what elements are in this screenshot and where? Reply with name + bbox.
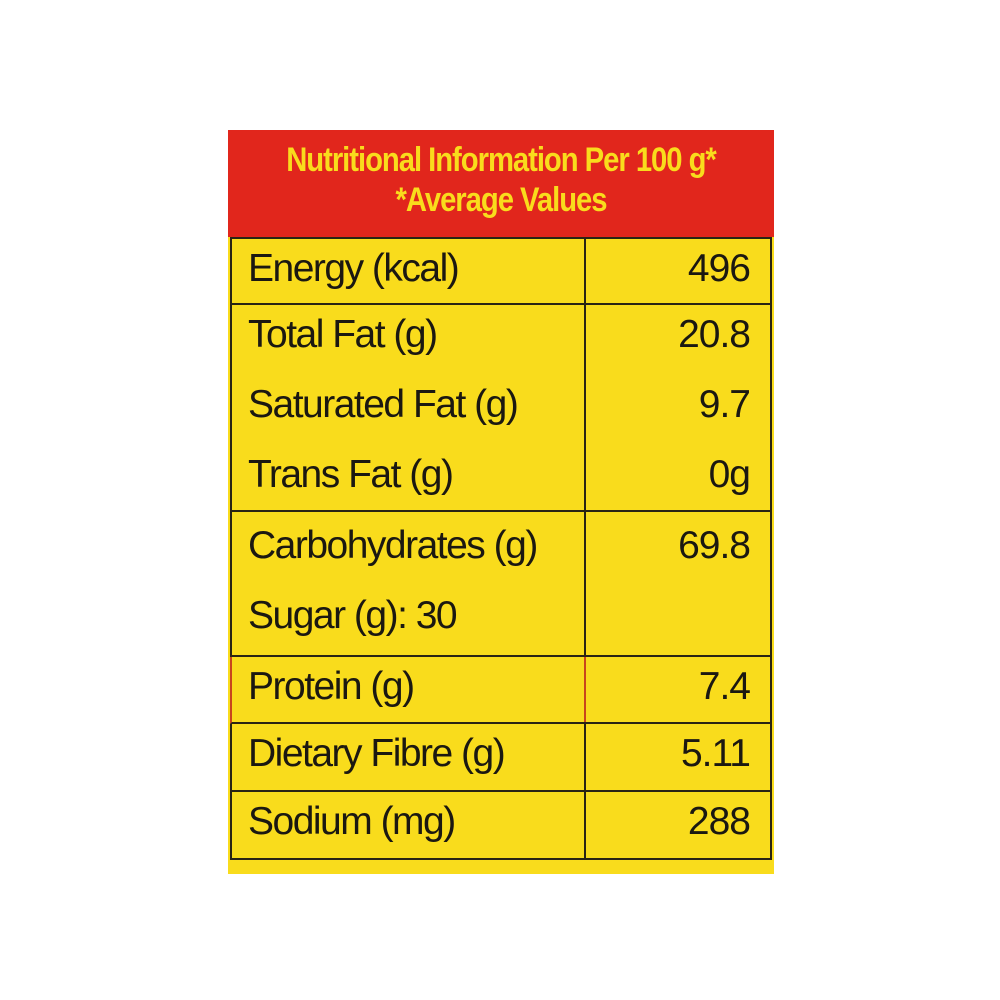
table-row-dietary-fibre: Dietary Fibre (g) 5.11 xyxy=(230,724,772,792)
column-divider xyxy=(584,724,586,790)
table-row-energy: Energy (kcal) 496 xyxy=(230,237,772,305)
nutrient-label: Saturated Fat (g) xyxy=(248,383,519,426)
header-text: Nutritional Information Per 100 g* *Aver… xyxy=(266,130,736,237)
column-divider xyxy=(584,305,586,510)
header-title: Nutritional Information Per 100 g* xyxy=(286,141,717,179)
nutrient-label: Carbohydrates (g) xyxy=(248,524,538,567)
nutrient-label: Trans Fat (g) xyxy=(248,453,454,496)
nutrient-label: Sodium (mg) xyxy=(248,800,456,843)
column-divider xyxy=(584,239,586,303)
table-row-fats: Total Fat (g) 20.8 Saturated Fat (g) 9.7… xyxy=(230,305,772,512)
table-row-sodium: Sodium (mg) 288 xyxy=(230,792,772,860)
nutrient-value: 20.8 xyxy=(678,313,751,356)
nutrient-label: Protein (g) xyxy=(248,665,415,708)
nutrient-label: Energy (kcal) xyxy=(248,247,460,290)
nutrient-label: Sugar (g): 30 xyxy=(248,594,458,637)
nutrient-value: 288 xyxy=(687,800,751,843)
nutrition-facts-panel: Nutritional Information Per 100 g* *Aver… xyxy=(228,130,774,874)
nutrient-label: Total Fat (g) xyxy=(248,313,438,356)
nutrient-value: 5.11 xyxy=(680,732,751,775)
table-row-carbohydrates: Carbohydrates (g) 69.8 Sugar (g): 30 xyxy=(230,512,772,657)
header-banner: Nutritional Information Per 100 g* *Aver… xyxy=(228,130,774,237)
column-divider xyxy=(584,792,586,858)
nutrient-value: 0g xyxy=(708,453,751,496)
nutrient-value: 69.8 xyxy=(678,524,751,567)
nutrient-label: Dietary Fibre (g) xyxy=(248,732,506,775)
header-subtitle: *Average Values xyxy=(395,181,607,219)
nutrient-value: 9.7 xyxy=(698,383,751,426)
nutrient-value: 496 xyxy=(687,247,751,290)
column-divider xyxy=(584,512,586,655)
nutrient-value: 7.4 xyxy=(698,665,751,708)
table-row-protein: Protein (g) 7.4 xyxy=(230,657,772,724)
column-divider xyxy=(584,657,586,722)
